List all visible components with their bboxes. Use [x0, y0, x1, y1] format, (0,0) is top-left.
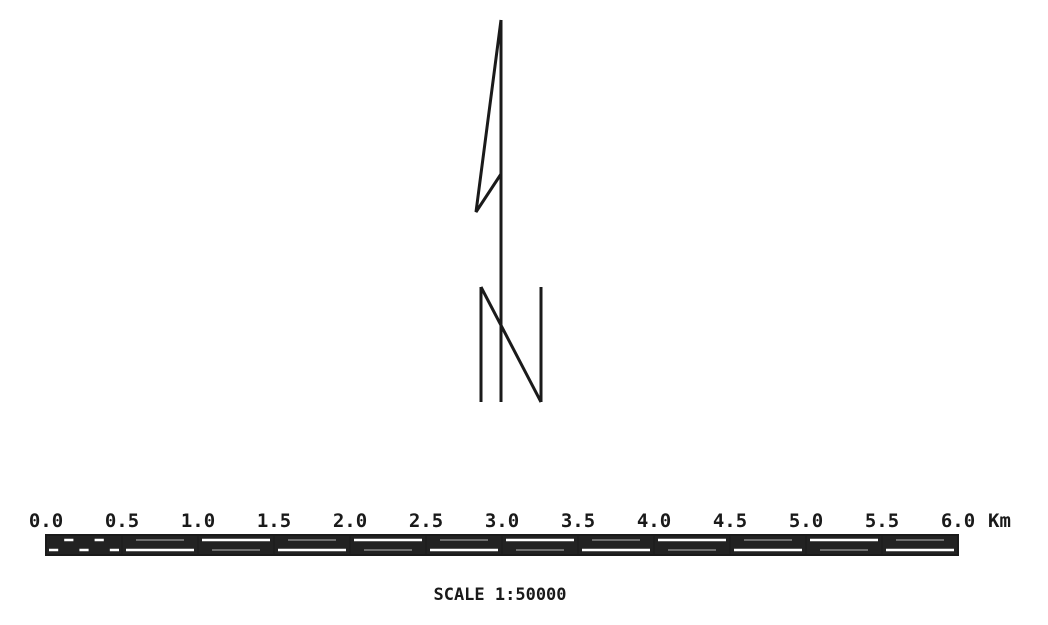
- scale-ratio-text: SCALE 1:50000: [433, 585, 566, 605]
- scale-tick-label: 3.0: [485, 510, 519, 532]
- scale-tick-label: 5.0: [789, 510, 823, 532]
- scale-tick-label: 5.5: [865, 510, 899, 532]
- scale-bar: [45, 534, 959, 556]
- north-arrow-head: [474, 19, 503, 213]
- scale-tick-label: 1.5: [257, 510, 291, 532]
- scale-tick-label: 0.0: [29, 510, 63, 532]
- north-letter-n: [479, 286, 543, 403]
- north-arrow-icon: [474, 19, 503, 402]
- scale-tick-label: 2.5: [409, 510, 443, 532]
- scale-tick-label: 2.0: [333, 510, 367, 532]
- scale-tick-label: 4.0: [637, 510, 671, 532]
- scale-tick-label: 0.5: [105, 510, 139, 532]
- scale-tick-label: 1.0: [181, 510, 215, 532]
- scale-tick-label: 6.0: [941, 510, 975, 532]
- scale-unit-label: Km: [988, 510, 1011, 532]
- scale-tick-labels: 0.0 0.5 1.0 1.5 2.0 2.5 3.0 3.5 4.0 4.5 5.0 5.5 6.0: [29, 510, 975, 532]
- scale-tick-label: 3.5: [561, 510, 595, 532]
- scale-tick-label: 4.5: [713, 510, 747, 532]
